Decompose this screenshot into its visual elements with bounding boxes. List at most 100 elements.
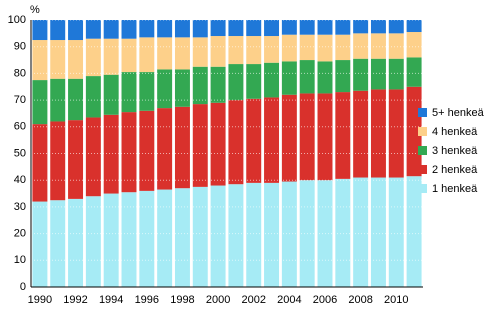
x-tick-label: 2002 [241,294,265,306]
bar-segment [121,192,137,287]
bar-segment [281,61,297,95]
bar-segment [174,20,190,38]
y-tick-label: 90 [14,41,26,53]
bar-segment [317,61,333,94]
x-tick-label: 1998 [170,294,194,306]
bar-segment [157,37,173,70]
bar-segment [157,189,173,287]
bar-segment [335,34,351,61]
bar-segment [103,114,119,194]
bar-segment [264,36,280,63]
bar-segment [353,177,369,287]
bar-segment [353,58,369,91]
bar-segment [335,20,351,35]
bar-segment [139,110,155,191]
bar-segment [264,20,280,37]
bar-segment [388,58,404,90]
x-tick-label: 2004 [277,294,301,306]
x-tick-label: 1994 [99,294,123,306]
bar-segment [210,102,226,186]
bar-segment [68,198,84,287]
bar-segment [264,62,280,98]
y-tick-label: 20 [14,228,26,240]
bar-segment [50,200,66,287]
bar-segment [246,20,262,37]
bar-segment [281,20,297,35]
legend-label: 2 henkeä [432,164,478,176]
bar-segment [174,106,190,189]
y-tick-label: 50 [14,147,26,159]
bar-segment [32,40,48,81]
bar-segment [174,69,190,107]
bar-segment [50,40,66,79]
bar-segment [388,177,404,287]
bar-segment [246,36,262,65]
bar-segment [210,36,226,67]
bar-segment [32,80,48,125]
bar-segment [103,20,119,39]
bar-segment [370,20,386,34]
bar-segment [317,93,333,181]
bar-segment [281,34,297,62]
legend-swatch [418,108,427,117]
bar-segment [317,20,333,35]
bar-segment [335,92,351,179]
bar-segment [50,78,66,122]
bar-segment [228,64,244,101]
bar-segment [299,60,315,94]
bar-segment [103,38,119,75]
bar-segment [121,112,137,193]
bar-segment [353,33,369,59]
bar-segment [50,20,66,41]
y-tick-label: 100 [8,14,26,26]
y-axis-label: % [30,4,40,16]
bar-segment [299,34,315,61]
x-tick-label: 1992 [63,294,87,306]
legend-label: 3 henkeä [432,145,478,157]
bar-segment [68,120,84,199]
bar-segment [68,20,84,41]
bar-segment [139,37,155,73]
bar-segment [32,20,48,41]
bar-segment [335,60,351,93]
bar-segment [85,117,101,197]
bar-segment [139,72,155,111]
bar-segment [192,37,208,67]
bar-segment [103,74,119,115]
bar-segment [281,94,297,182]
bar-segment [228,100,244,185]
bar-segment [406,86,422,177]
bar-segment [32,124,48,202]
bar-segment [299,20,315,35]
bar-segment [246,64,262,99]
y-tick-label: 60 [14,121,26,133]
y-tick-label: 10 [14,254,26,266]
y-tick-label: 70 [14,94,26,106]
bar-segment [299,93,315,181]
bar-segment [370,177,386,287]
bar-segment [32,201,48,287]
bar-segment [406,32,422,58]
x-tick-label: 2000 [206,294,230,306]
legend-swatch [418,184,427,193]
legend-label: 5+ henkeä [432,107,485,119]
bar-segment [103,193,119,287]
bar-segment [370,58,386,90]
bar-segment [121,72,137,113]
x-tick-label: 2010 [384,294,408,306]
y-tick-label: 80 [14,67,26,79]
legend-swatch [418,127,427,136]
bar-segment [157,69,173,109]
bar-segment [388,89,404,178]
bar-segment [406,176,422,287]
bar-segment [210,66,226,103]
bar-segment [121,38,137,73]
bar-segment [192,66,208,105]
legend-swatch [418,146,427,155]
bar-segment [85,196,101,287]
bar-segment [68,40,84,79]
bar-segment [210,20,226,37]
bar-segment [157,108,173,190]
x-tick-label: 1990 [28,294,52,306]
